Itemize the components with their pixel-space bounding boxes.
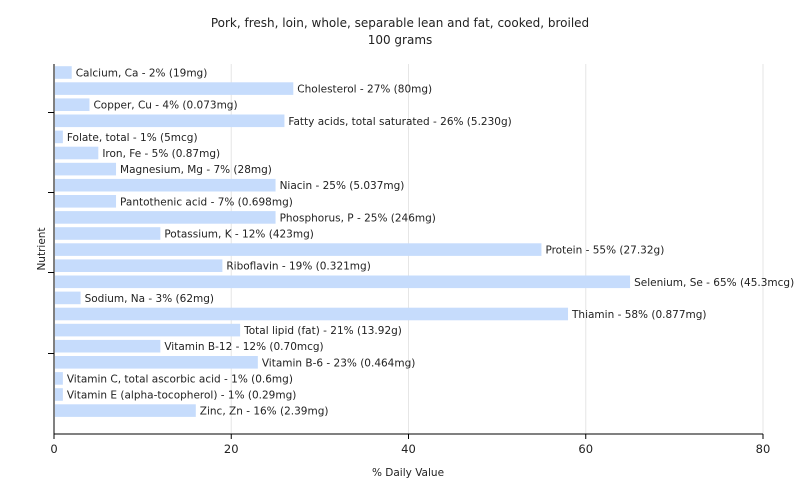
bar-label: Total lipid (fat) - 21% (13.92g)	[243, 325, 402, 337]
axis-layer: 0 20 40 60 80	[48, 64, 770, 456]
bar	[55, 130, 63, 144]
bar-label: Copper, Cu - 4% (0.073mg)	[93, 100, 237, 112]
bar-label: Iron, Fe - 5% (0.87mg)	[102, 148, 220, 160]
x-tick-label: 80	[756, 442, 771, 456]
bar-label: Zinc, Zn - 16% (2.39mg)	[200, 406, 329, 418]
bar-label: Phosphorus, P - 25% (246mg)	[280, 212, 436, 224]
bar-label: Cholesterol - 27% (80mg)	[297, 84, 432, 96]
bar-label: Potassium, K - 12% (423mg)	[164, 229, 314, 241]
bar-label: Fatty acids, total saturated - 26% (5.23…	[288, 116, 511, 128]
bar-label: Selenium, Se - 65% (45.3mcg)	[634, 277, 794, 289]
bar-label: Pantothenic acid - 7% (0.698mg)	[120, 196, 293, 208]
bar	[55, 211, 276, 224]
bar	[55, 404, 196, 417]
bar-label: Riboflavin - 19% (0.321mg)	[226, 261, 370, 273]
bar	[55, 356, 258, 369]
bar-label: Vitamin B-6 - 23% (0.464mg)	[262, 357, 416, 369]
bar	[55, 372, 63, 385]
bar	[55, 291, 81, 305]
bar-label: Folate, total - 1% (5mcg)	[67, 132, 198, 144]
x-tick-label: 60	[578, 442, 593, 456]
x-tick-label: 40	[401, 442, 416, 456]
bar-label: Protein - 55% (27.32g)	[545, 245, 664, 257]
bar	[55, 162, 117, 176]
bar-label: Thiamin - 58% (0.877mg)	[571, 309, 707, 321]
x-tick-label: 0	[50, 442, 57, 456]
bar-label: Calcium, Ca - 2% (19mg)	[76, 68, 208, 80]
bar	[55, 339, 161, 353]
bar-label-layer: Calcium, Ca - 2% (19mg) Cholesterol - 27%…	[67, 68, 794, 418]
bar	[55, 243, 542, 256]
bar	[55, 146, 99, 160]
bar	[55, 178, 276, 192]
chart-title: Pork, fresh, loin, whole, separable lean…	[211, 16, 589, 30]
bar-label: Magnesium, Mg - 7% (28mg)	[120, 164, 272, 176]
bar-label: Sodium, Na - 3% (62mg)	[85, 293, 214, 305]
bar-label: Niacin - 25% (5.037mg)	[280, 180, 405, 192]
bar-label: Vitamin E (alpha-tocopherol) - 1% (0.29m…	[67, 390, 296, 402]
x-tick-label: 20	[224, 442, 239, 456]
bar	[55, 259, 223, 272]
x-axis-title: % Daily Value	[372, 467, 444, 479]
bar-label: Vitamin C, total ascorbic acid - 1% (0.6…	[67, 373, 293, 385]
bar	[55, 227, 161, 240]
bar	[55, 114, 285, 128]
bar-layer	[55, 66, 631, 417]
bar	[55, 275, 631, 289]
bar	[55, 98, 90, 111]
bar	[55, 66, 72, 79]
bar	[55, 307, 569, 321]
bar	[55, 323, 241, 337]
bar	[55, 195, 117, 208]
y-axis-title: Nutrient	[36, 227, 48, 270]
chart-subtitle: 100 grams	[368, 33, 433, 47]
bar-label: Vitamin B-12 - 12% (0.70mcg)	[164, 341, 323, 353]
bar	[55, 82, 294, 95]
bar	[55, 388, 63, 401]
